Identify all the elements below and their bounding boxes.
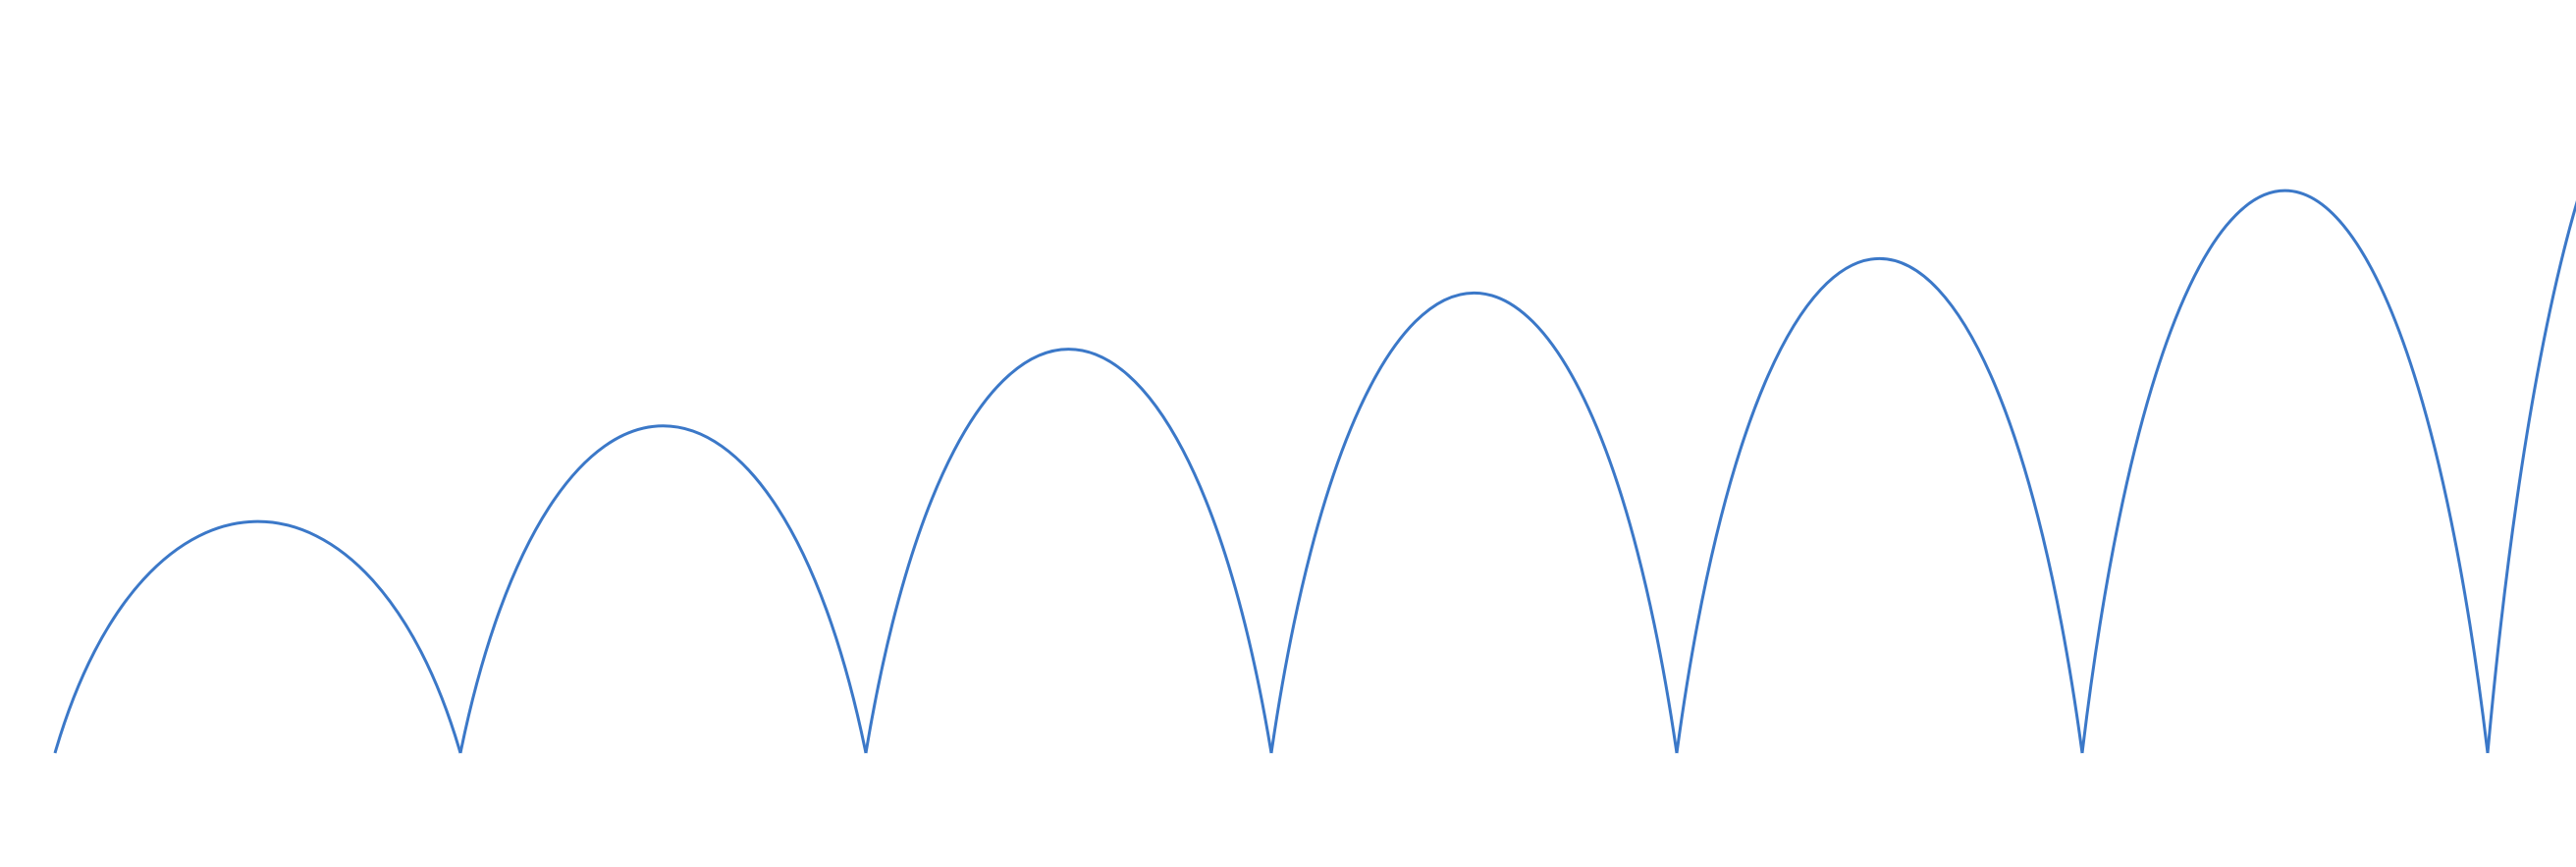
arc-group	[53, 189, 2576, 754]
arc-3	[864, 348, 1273, 754]
arc-2	[458, 424, 868, 754]
arc-4	[1269, 292, 1679, 754]
arc-1	[53, 519, 462, 754]
arc-6	[2080, 189, 2490, 754]
arc-7	[2486, 200, 2576, 754]
arc-5	[1675, 256, 2084, 754]
